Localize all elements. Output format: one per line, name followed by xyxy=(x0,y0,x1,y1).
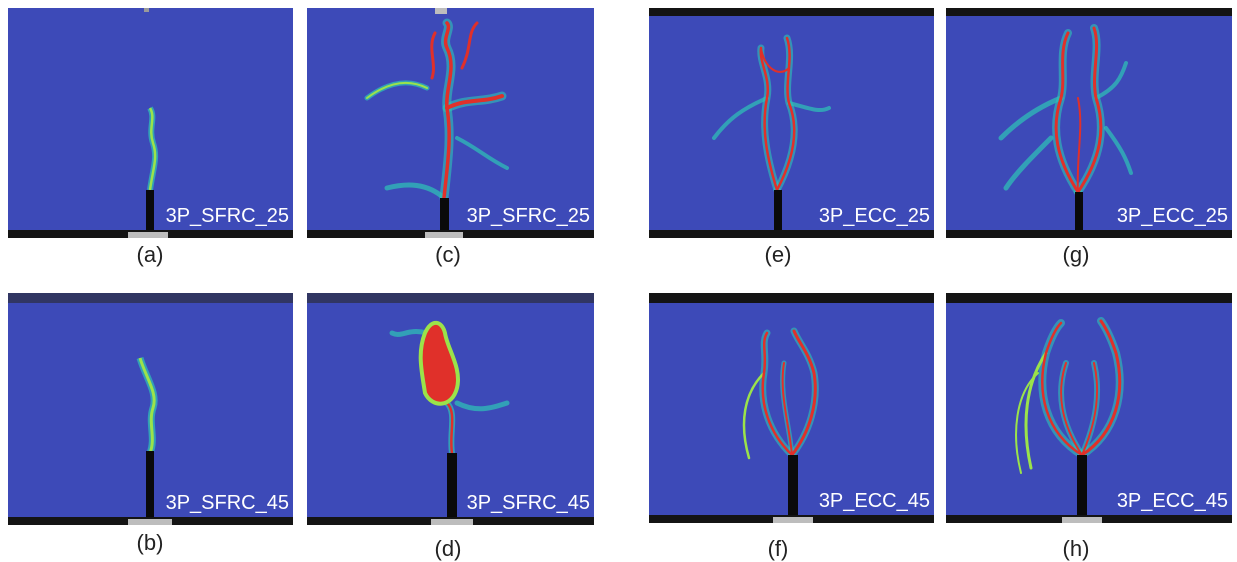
panel-f-image xyxy=(649,293,934,523)
panel-e-caption: (e) xyxy=(764,242,792,267)
panel-d-image xyxy=(307,293,594,525)
panel-e-label: 3P_ECC_25 xyxy=(818,205,930,227)
panel-f-label: 3P_ECC_45 xyxy=(818,490,930,512)
panel-h-image xyxy=(946,293,1232,523)
panel-b-label: 3P_SFRC_45 xyxy=(165,492,289,514)
panel-a: 3P_SFRC_25 xyxy=(8,8,293,238)
panel-h-caption: (h) xyxy=(1062,536,1090,561)
panel-g: 3P_ECC_25 xyxy=(946,8,1232,238)
panel-b-caption: (b) xyxy=(136,530,164,555)
panel-a-caption: (a) xyxy=(136,242,164,267)
panel-b: 3P_SFRC_45 xyxy=(8,293,293,525)
panel-c-caption: (c) xyxy=(435,242,461,267)
panel-c: 3P_SFRC_25 xyxy=(307,8,594,238)
panel-c-label: 3P_SFRC_25 xyxy=(466,205,590,227)
panel-g-image xyxy=(946,8,1232,238)
panel-f-caption: (f) xyxy=(767,536,789,561)
panel-d: 3P_SFRC_45 xyxy=(307,293,594,525)
panel-d-label: 3P_SFRC_45 xyxy=(466,492,590,514)
panel-c-image xyxy=(307,8,594,238)
panel-g-caption: (g) xyxy=(1062,242,1090,267)
panel-h: 3P_ECC_45 xyxy=(946,293,1232,523)
panel-e-image xyxy=(649,8,934,238)
panel-f: 3P_ECC_45 xyxy=(649,293,934,523)
panel-a-label: 3P_SFRC_25 xyxy=(165,205,289,227)
panel-b-image xyxy=(8,293,293,525)
panel-h-label: 3P_ECC_45 xyxy=(1116,490,1228,512)
panel-a-image xyxy=(8,8,293,238)
panel-d-caption: (d) xyxy=(434,536,462,561)
panel-e: 3P_ECC_25 xyxy=(649,8,934,238)
panel-g-label: 3P_ECC_25 xyxy=(1116,205,1228,227)
